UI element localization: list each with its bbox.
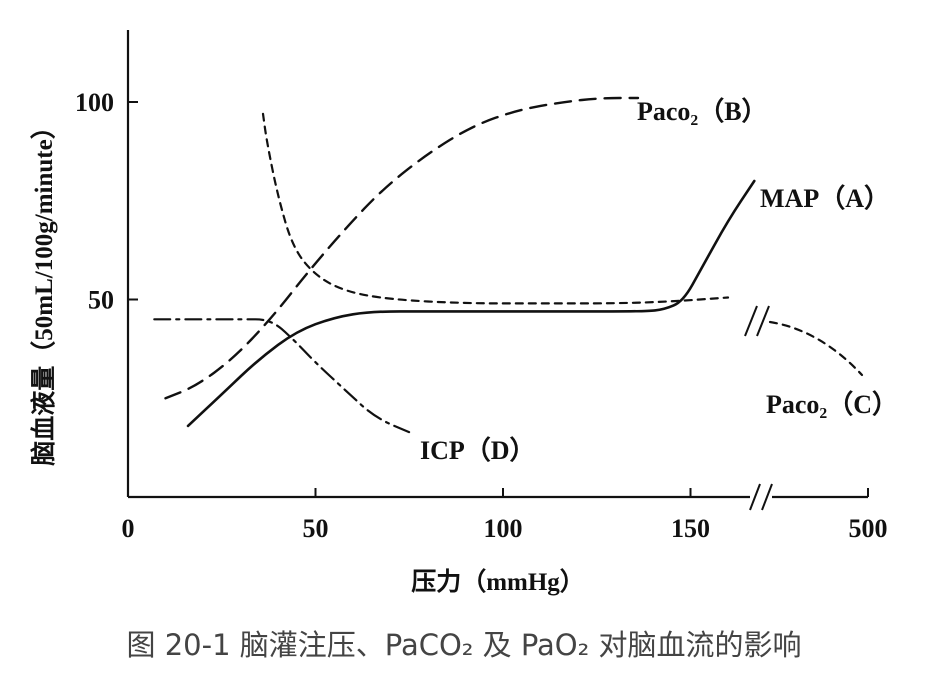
series-line bbox=[164, 96, 640, 400]
y-axis-title: 脑血液量（50mL/100g/minute） bbox=[29, 114, 58, 465]
axes: 50 100 0 50 100 150 500 压力（mmHg） 脑血液量（50mL/100g/… bbox=[29, 30, 888, 596]
x-tick-label: 50 bbox=[303, 514, 329, 543]
figure-caption: 图 20-1 脑灌注压、PaCO₂ 及 PaO₂ 对脑血流的影响 bbox=[126, 628, 802, 662]
series-label: MAP（A） bbox=[760, 184, 890, 213]
series-line bbox=[261, 112, 730, 305]
chart-svg: 50 100 0 50 100 150 500 压力（mmHg） 脑血液量（50mL/100g/… bbox=[29, 30, 898, 596]
x-axis-break-mark bbox=[749, 483, 761, 511]
series-line bbox=[186, 179, 756, 428]
series-label: ICP（D） bbox=[420, 436, 536, 465]
series-line-continuation bbox=[768, 320, 864, 377]
x-tick-label: 500 bbox=[849, 514, 888, 543]
x-axis-title: 压力（mmHg） bbox=[411, 567, 585, 596]
x-tick-label: 150 bbox=[671, 514, 710, 543]
curve-break-mark bbox=[756, 305, 770, 337]
x-axis-break-mark bbox=[761, 483, 773, 511]
x-tick-label: 100 bbox=[484, 514, 523, 543]
y-tick-label: 50 bbox=[88, 286, 114, 315]
curve-break-mark bbox=[744, 305, 758, 337]
labels-layer: MAP（A） Paco₂（B） Paco₂（C） ICP（D） bbox=[420, 97, 898, 465]
x-tick-label: 0 bbox=[122, 514, 135, 543]
series-label: Paco₂（B） bbox=[637, 97, 768, 126]
series-line bbox=[153, 318, 415, 435]
y-tick-label: 100 bbox=[75, 88, 114, 117]
series-label: Paco₂（C） bbox=[766, 390, 898, 419]
series-layer bbox=[153, 96, 864, 435]
